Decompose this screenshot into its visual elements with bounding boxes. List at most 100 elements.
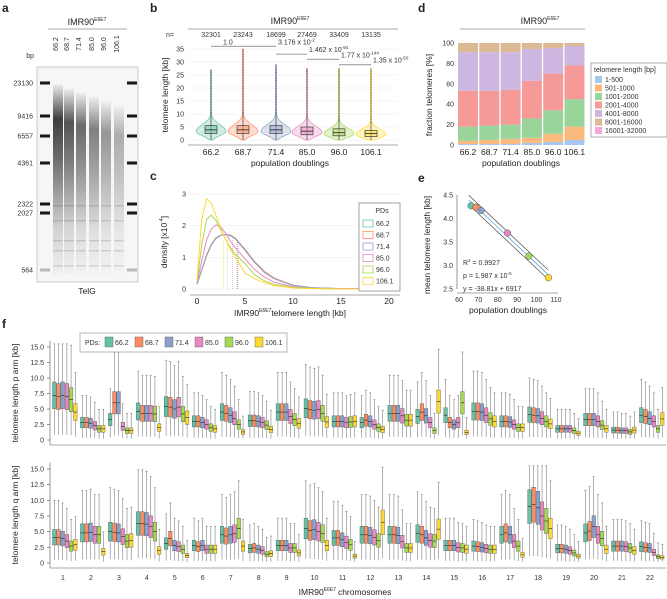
x-tick-label: 66.2	[203, 147, 220, 157]
y-tick-label: 0	[180, 138, 184, 145]
y-tick-label: 15	[176, 99, 184, 106]
lane-band	[53, 250, 63, 252]
lane-band	[101, 250, 111, 252]
y-tick-label: 30	[176, 60, 184, 67]
lane-band	[64, 205, 74, 207]
legend-label: 66.2	[376, 221, 390, 228]
bar-segment-4001-8000	[564, 46, 585, 66]
panel-a-gel: IMR90E6E7 bp TelG 23130 9416 6557 4361 2322 2…	[14, 17, 139, 296]
bar-segment-1001-2000	[500, 124, 521, 139]
n-count: 33409	[329, 32, 349, 39]
x-axis-label: IMR90E6E7telomere length [kb]	[234, 308, 346, 318]
legend-label: 96.0	[376, 267, 390, 274]
lane-band	[76, 250, 86, 252]
legend-swatch	[595, 118, 602, 126]
lane-band	[76, 240, 86, 242]
y-tick-label: 15.0	[30, 345, 44, 352]
bar-segment-8001-16000	[521, 43, 542, 50]
p-value-base: 3.176 x 10	[278, 39, 311, 46]
n-count: 13135	[361, 32, 381, 39]
legend-label: 16001-32000	[605, 128, 646, 135]
chromosome-label: 16	[478, 575, 486, 582]
chromosome-label: 18	[534, 575, 542, 582]
x-axis-label: population doublings	[469, 305, 547, 315]
bar-segment-1-500	[479, 143, 500, 145]
ladder-band-right	[127, 211, 137, 215]
lane-band	[64, 240, 74, 242]
bar-segment-2001-4000	[521, 80, 542, 119]
y-tick-label: 4.5	[443, 193, 453, 200]
lane-band	[76, 220, 86, 222]
y-tick-label: 1	[182, 255, 186, 262]
bar-segment-2001-4000	[479, 90, 500, 126]
bar-segment-4001-8000	[479, 52, 500, 91]
marker-size-label: 2027	[17, 211, 33, 218]
x-label-cell: IMR90	[234, 308, 259, 318]
chromosome-label: 1	[61, 575, 65, 582]
lane-band	[89, 240, 99, 242]
x-axis-label: population doublings	[251, 158, 329, 168]
legend-swatch	[362, 265, 374, 274]
legend-label: 68.7	[145, 340, 159, 347]
y-tick-label: 15.0	[30, 466, 44, 473]
bar-segment-8001-16000	[543, 43, 564, 49]
gel-title: IMR90E6E7	[68, 17, 107, 27]
n-label: n=	[166, 32, 174, 39]
p-value: 3.176 x 10-2	[278, 37, 315, 46]
x-label-cell: IMR90	[299, 587, 324, 597]
ladder-band-left	[40, 134, 50, 138]
data-point-68.7	[472, 203, 480, 211]
bar-segment-1-500	[500, 143, 521, 145]
lane-label: 71.4	[76, 37, 83, 51]
bar-segment-501-1000	[564, 126, 585, 140]
y-tick-label: 3.0	[443, 263, 453, 270]
title-superscript: E6E7	[297, 16, 309, 22]
lane-band	[101, 220, 111, 222]
y-tick-label: 12.5	[30, 482, 44, 489]
x-tick-label: 85.0	[299, 147, 316, 157]
p-value-base: 1.77 x 10	[341, 52, 370, 59]
y-tick-label: 35	[176, 47, 184, 54]
legend-box	[590, 62, 667, 138]
panel-label-d: d	[418, 1, 425, 15]
x-tick-label: 60	[455, 297, 463, 304]
legend-swatch	[595, 127, 602, 134]
ladder-band-left	[40, 81, 50, 85]
panel-title: IMR90E6E7	[271, 16, 310, 26]
panel-label-f: f	[2, 317, 7, 331]
chromosome-label: 5	[173, 575, 177, 582]
bp-label: bp	[26, 53, 34, 60]
title-name: IMR90	[271, 16, 298, 26]
y-label: density [x10	[159, 222, 169, 268]
x-tick-label: 71.4	[502, 147, 519, 157]
lane-band	[101, 240, 111, 242]
legend-title: PDs	[375, 208, 389, 215]
density-curve-96.0	[196, 214, 389, 290]
marker-size-label: 4361	[17, 161, 33, 168]
x-axis-label: IMR90E6E7 chromosomes	[299, 587, 392, 597]
panel-label-a: a	[2, 1, 9, 15]
bar-segment-1-500	[521, 142, 542, 145]
p-exp: -5	[508, 271, 512, 276]
data-point-71.4	[477, 206, 485, 215]
p: p = 1.987 x 10	[463, 273, 508, 280]
panel-d-stacked-bar: IMR90E6E7 0 20 40 60 80 100 fraction telomeres …	[424, 16, 667, 168]
y-tick-label: 3	[182, 191, 186, 198]
x-tick-label: 96.0	[545, 147, 562, 157]
lane-band	[89, 220, 99, 222]
y-axis-label-q_arm: telomere length q arm [kb]	[10, 466, 20, 565]
legend-swatch	[254, 336, 264, 348]
p-value-base: 1.0	[223, 39, 233, 46]
legend-swatch	[362, 242, 374, 251]
marker-size-label: 564	[21, 268, 33, 275]
bar-segment-4001-8000	[458, 52, 478, 91]
lane-band	[101, 265, 111, 267]
y-tick-label: 5.0	[34, 529, 44, 536]
legend-label: 1001-2000	[605, 94, 639, 101]
panel-label-b: b	[150, 1, 157, 15]
x-label-sup: E6E7	[259, 308, 271, 314]
x-tick-label: 106.1	[564, 147, 586, 157]
panel-b-violin: IMR90E6E7 n= 0 5 10 15 20 25 30 35 telomere length…	[160, 16, 409, 168]
n-count: 18699	[266, 32, 286, 39]
legend-swatch	[224, 336, 234, 348]
